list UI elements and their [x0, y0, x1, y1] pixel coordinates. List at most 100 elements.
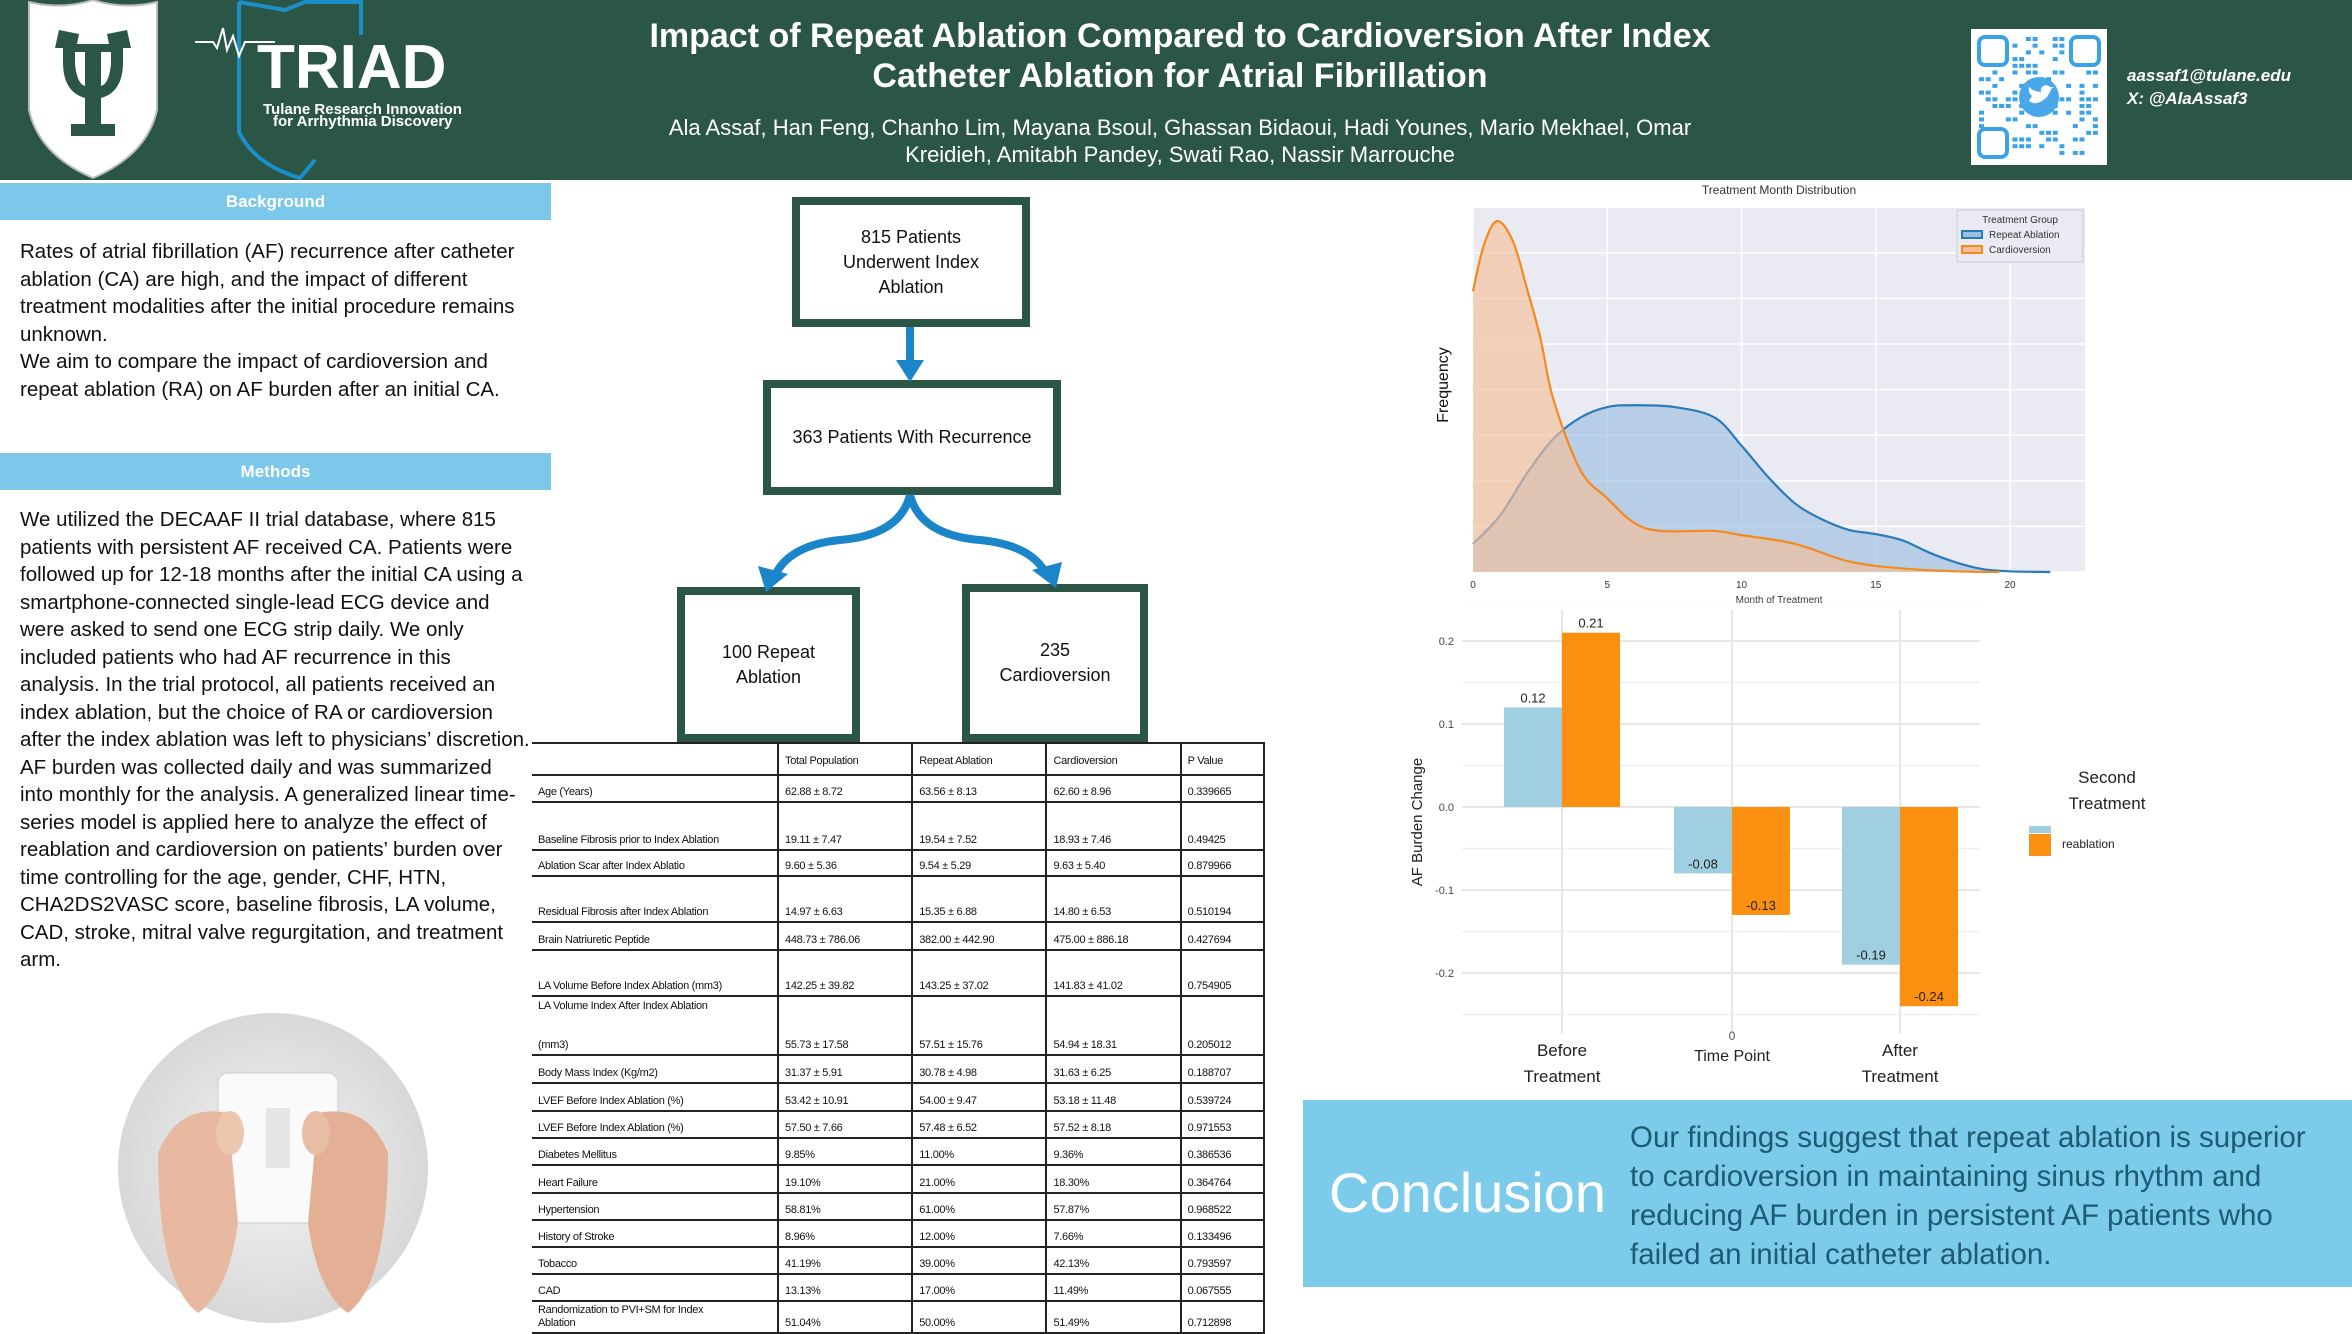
- table-cell: 0.49425: [1179, 802, 1266, 851]
- legend-title: Second: [2078, 768, 2136, 787]
- legend-swatch: [1961, 230, 1983, 239]
- column-header: Repeat Ablation: [911, 742, 1047, 776]
- x-tick-label: 5: [1604, 580, 1610, 591]
- x-axis-label: Time Point: [1694, 1048, 1770, 1065]
- table-row: LVEF Before Index Ablation (%) 53.42 ± 10…: [532, 1083, 1266, 1112]
- table-row: History of Stroke 8.96% 12.00% 7.66% 0.13349…: [532, 1220, 1266, 1248]
- authors-line-2: Kreidieh, Amitabh Pandey, Swati Rao, Nas…: [905, 142, 1455, 167]
- table-cell: 51.04%: [776, 1301, 913, 1334]
- table-cell: 0.968522: [1179, 1193, 1266, 1221]
- authors-line-1: Ala Assaf, Han Feng, Chanho Lim, Mayana …: [668, 115, 1692, 140]
- x-tick-label: 20: [2004, 580, 2016, 591]
- table-cell: 57.51 ± 15.76: [911, 996, 1047, 1056]
- table-row: Age (Years) 62.88 ± 8.72 63.56 ± 8.13 62.60…: [532, 775, 1266, 803]
- table-cell: History of Stroke: [532, 1220, 778, 1248]
- table-cell: LA Volume Index After Index Ablation (mm…: [532, 996, 778, 1056]
- y-tick-label: -0.1: [1435, 885, 1454, 897]
- table-cell: 31.37 ± 5.91: [776, 1055, 913, 1084]
- contact-x-handle[interactable]: X: @AlaAssaf3: [2127, 89, 2248, 108]
- table-cell: 9.36%: [1045, 1138, 1181, 1166]
- bar-reablation-0: [1562, 632, 1620, 807]
- table-cell: 9.85%: [776, 1138, 913, 1166]
- table-cell: Heart Failure: [532, 1165, 778, 1194]
- flow-arrows: [758, 327, 1062, 592]
- contact-email[interactable]: aassaf1@tulane.edu: [2127, 66, 2291, 85]
- table-cell: 9.60 ± 5.36: [776, 850, 913, 877]
- table-cell: 62.88 ± 8.72: [776, 775, 913, 803]
- density-area-1: [1473, 220, 2000, 572]
- table-cell: 50.00%: [911, 1301, 1047, 1334]
- table-cell: 31.63 ± 6.25: [1045, 1055, 1181, 1084]
- table-cell: Randomization to PVI+SM for Index Ablati…: [532, 1301, 778, 1334]
- table-cell: 53.42 ± 10.91: [776, 1083, 913, 1112]
- bar-data-label: -0.08: [1688, 856, 1718, 871]
- bar-data-label: -0.19: [1856, 948, 1886, 963]
- x-category-label: Before: [1537, 1041, 1587, 1060]
- table-cell: 0.971553: [1179, 1111, 1266, 1139]
- table-cell: 9.54 ± 5.29: [911, 850, 1047, 877]
- table-cell: 475.00 ± 886.18: [1045, 922, 1181, 951]
- table-cell: 0.364764: [1179, 1165, 1266, 1194]
- table-cell: 58.81%: [776, 1193, 913, 1221]
- poster-title-line-2: Catheter Ablation for Atrial Fibrillatio…: [872, 57, 1488, 95]
- methods-heading: Methods: [0, 453, 551, 490]
- legend-title: Treatment Group: [1982, 215, 2058, 226]
- background-heading: Background: [0, 183, 551, 220]
- table-cell: LVEF Before Index Ablation (%): [532, 1111, 778, 1139]
- table-cell: 448.73 ± 786.06: [776, 922, 913, 951]
- table-cell: 0.339665: [1179, 775, 1266, 803]
- table-cell: 18.30%: [1045, 1165, 1181, 1194]
- table-cell: 12.00%: [911, 1220, 1047, 1248]
- table-cell: 54.94 ± 18.31: [1045, 996, 1181, 1056]
- table-cell: 8.96%: [776, 1220, 913, 1248]
- table-cell: 54.00 ± 9.47: [911, 1083, 1047, 1112]
- legend-title: Treatment: [2069, 794, 2146, 813]
- legend-swatch: [1961, 245, 1983, 254]
- bar-data-label: 0.21: [1578, 616, 1603, 631]
- table-cell: 382.00 ± 442.90: [911, 922, 1047, 951]
- table-cell: 143.25 ± 37.02: [911, 950, 1047, 997]
- table-cell: Baseline Fibrosis prior to Index Ablatio…: [532, 802, 778, 851]
- table-cell: 18.93 ± 7.46: [1045, 802, 1181, 851]
- table-cell: 0.754905: [1179, 950, 1266, 997]
- table-cell: Residual Fibrosis after Index Ablation: [532, 876, 778, 923]
- table-row: Brain Natriuretic Peptide 448.73 ± 786.06…: [532, 922, 1266, 951]
- triad-logo: TRIAD Tulane Research Innovation for Arr…: [195, 0, 462, 180]
- bar-cardioversion-0: [1504, 707, 1562, 807]
- conclusion-panel: Conclusion Our findings suggest that rep…: [1303, 1100, 2352, 1287]
- table-cell: 13.13%: [776, 1274, 913, 1302]
- y-tick-label: 0.2: [1439, 636, 1454, 648]
- background-text: Rates of atrial fibrillation (AF) recurr…: [20, 240, 515, 401]
- column-header: P Value: [1179, 742, 1266, 776]
- table-cell: 0.205012: [1179, 996, 1266, 1056]
- table-cell: 15.35 ± 6.88: [911, 876, 1047, 923]
- table-cell: 57.50 ± 7.66: [776, 1111, 913, 1139]
- table-row: Randomization to PVI+SM for Index Ablati…: [532, 1301, 1266, 1334]
- table-cell: 19.54 ± 7.52: [911, 802, 1047, 851]
- qr-code[interactable]: [1971, 29, 2107, 165]
- x-tick-label: 0: [1470, 580, 1476, 591]
- poster-title-line-1: Impact of Repeat Ablation Compared to Ca…: [649, 17, 1711, 55]
- x-axis-label: Month of Treatment: [1736, 595, 1823, 606]
- legend-label: Repeat Ablation: [1989, 230, 2060, 241]
- table-cell: 53.18 ± 11.48: [1045, 1083, 1181, 1112]
- column-header: Total Population: [776, 742, 913, 776]
- conclusion-heading: Conclusion: [1329, 1161, 1607, 1224]
- poster-header: TRIAD Tulane Research Innovation for Arr…: [0, 0, 2352, 180]
- bar-data-label: 0.12: [1520, 690, 1545, 705]
- table-row: Heart Failure 19.10% 21.00% 18.30% 0.364764: [532, 1165, 1266, 1194]
- baseline-characteristics-table: Total Population Repeat Ablation Cardiover…: [532, 742, 1266, 1334]
- legend-label: Cardioversion: [1989, 245, 2051, 256]
- flow-box-index-ablation: 815 Patients Underwent Index Ablation: [792, 197, 1030, 327]
- triad-subtitle-1: Tulane Research Innovation: [263, 101, 462, 118]
- x-category-label: Treatment: [1862, 1067, 1939, 1086]
- triad-wordmark: TRIAD: [257, 33, 446, 102]
- flow-box-repeat-ablation: 100 Repeat Ablation: [677, 587, 860, 742]
- table-cell: Tobacco: [532, 1247, 778, 1275]
- table-cell: 141.83 ± 41.02: [1045, 950, 1181, 997]
- table-cell: Age (Years): [532, 775, 778, 803]
- table-header-row: Total Population Repeat Ablation Cardiover…: [532, 742, 1266, 776]
- table-cell: 0.188707: [1179, 1055, 1266, 1084]
- table-cell: 0.133496: [1179, 1220, 1266, 1248]
- bar-reablation-2: [1900, 807, 1958, 1007]
